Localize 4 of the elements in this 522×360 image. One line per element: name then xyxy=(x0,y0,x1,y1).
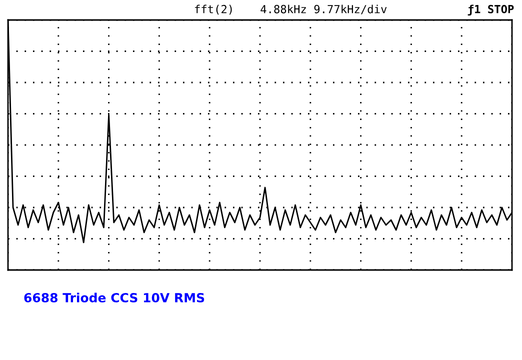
text: ƒ1 STOP xyxy=(468,4,514,16)
text: 6688 Triode CCS 10V RMS xyxy=(24,292,204,302)
text: 4.88kHz 9.77kHz/div xyxy=(260,4,387,14)
text: fft(2) xyxy=(195,4,232,15)
